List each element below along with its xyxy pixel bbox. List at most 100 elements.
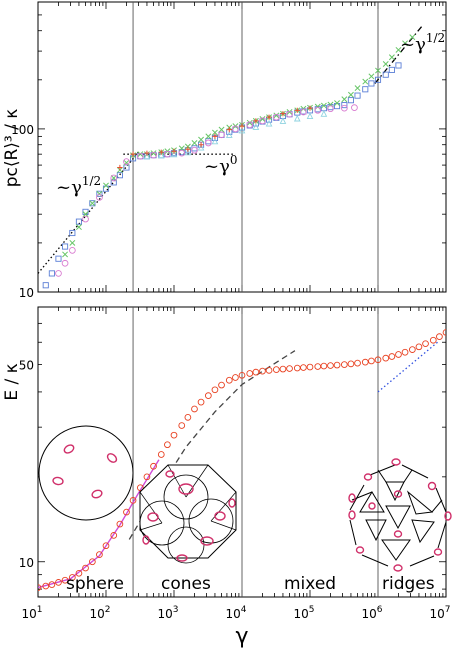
top-series3-point [252,123,260,130]
top-series2-point [82,215,89,223]
top-series2-point [300,108,307,116]
top-series1-point [368,73,375,80]
bot-series0-point [102,542,110,550]
bot-series0-point [197,398,205,406]
top-series0-point [96,190,103,197]
x-tick-label: 101 [21,605,42,621]
bot-series0-point [388,353,396,360]
bot-series0-point [129,497,137,504]
bot-series0-point [55,579,62,586]
bot-series0-point [286,365,293,372]
top-series4-point [266,114,272,120]
bot-series0-point [395,351,402,358]
top-series0-point [395,62,402,69]
top-series1-point [191,140,198,146]
top-data-points [42,34,416,289]
bot-series0-point [42,582,50,590]
regime-label-ridges: ridges [382,574,435,594]
top-series1-point [246,119,253,126]
top-series3-point [320,110,328,117]
top-series4-point [130,151,136,157]
x-tick-label: 106 [361,605,382,621]
top-ytick-label: 100 [11,123,34,137]
bot-series0-point [238,371,246,379]
top-series1-point [211,129,218,136]
top-series1-point [395,46,402,53]
top-series1-point [375,67,381,74]
top-series1-point [150,150,157,157]
bot-series0-point [259,367,266,375]
top-series3-point [238,126,246,134]
bot-series0-point [96,551,103,558]
bot-series0-point [273,366,280,373]
cones-illustration [139,464,237,564]
top-series4-point [171,148,177,154]
top-series4-point [212,133,218,139]
bot-series0-point [279,365,287,373]
top-series1-point [259,116,266,122]
top-series0-point [89,200,96,207]
x-tick-label: 105 [293,605,314,621]
ridges-illustration [349,464,447,567]
bot-series0-point [409,346,416,353]
top-series0-point [341,102,348,109]
annotation-gamma-half-right: ~γ1/2 [400,31,445,55]
top-series4-point [185,146,191,152]
top-series1-point [89,200,96,207]
top-series2-point [232,125,239,133]
regime-label-mixed: mixed [284,574,336,594]
bot-series0-point [442,329,446,336]
bot-series0-point [354,359,361,367]
bot-series0-point [341,361,348,368]
annotation-gamma-half-left: ~γ1/2 [56,174,101,198]
top-regime-boundaries [132,2,379,292]
bot-series0-point [75,569,83,577]
bot-ytick-label: 10 [19,556,34,570]
top-series2-point [286,110,293,118]
bot-series0-point [300,364,307,371]
top-series0-point [75,218,82,225]
top-series3-point [211,137,219,145]
top-series1-point [218,126,225,133]
top-series1-point [82,211,89,218]
bot-series0-point [69,574,76,581]
bot-series0-point [211,386,219,394]
bot-series0-point [252,368,260,376]
bottom-regime-boundaries [132,307,379,597]
top-series2-point [96,194,103,201]
top-series1-point [69,239,76,246]
top-axis-ticks: 100 10 [11,1,447,300]
top-series2-point [218,131,225,139]
top-series3-point [265,119,273,127]
top-series0-point [69,229,76,237]
bot-series0-point [422,340,429,348]
bot-series0-point [361,358,369,366]
bot-series0-point [401,348,409,356]
top-series4-point [117,164,123,171]
top-series2-point [273,113,280,121]
top-series2-point [137,152,144,160]
bot-series0-point [293,364,301,372]
top-series0-point [347,97,354,104]
bot-series0-point [265,367,273,374]
top-series2-point [150,151,157,159]
bot-series0-point [150,462,157,470]
top-series0-point [327,104,334,111]
x-tick-label: 102 [89,605,110,621]
top-series0-point [48,270,55,277]
ridges-illustration-patches [348,458,452,572]
bot-series0-point [82,564,89,572]
top-series1-point [382,61,389,67]
bot-series0-point [374,356,382,364]
regime-label-cones: cones [161,574,211,594]
bot-series0-point [347,360,355,368]
top-series4-point [307,105,313,111]
bot-series0-point [320,362,328,370]
top-series1-point [273,112,280,119]
top-series4-point [239,123,245,129]
bot-series0-point [306,363,314,371]
top-series0-point [55,255,62,262]
top-series0-point [123,164,130,171]
bot-series0-point [137,484,144,492]
